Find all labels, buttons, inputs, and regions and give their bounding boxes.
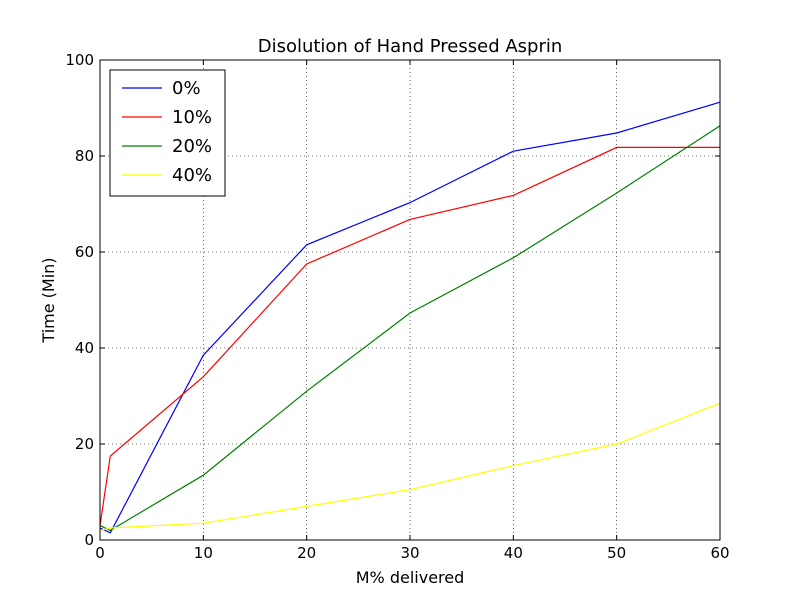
y-tick-label: 60 xyxy=(75,243,94,261)
x-tick-label: 40 xyxy=(504,544,523,562)
y-tick-label: 0 xyxy=(84,531,94,549)
series-line-40-pct xyxy=(99,402,721,531)
y-tick-label: 80 xyxy=(75,147,94,165)
y-tick-label: 40 xyxy=(75,339,94,357)
x-tick-label: 0 xyxy=(95,544,105,562)
axis-ticks: 0 10 20 30 40 50 60 0 20 40 60 80 100 xyxy=(65,51,729,562)
x-tick-label: 10 xyxy=(194,544,213,562)
y-tick-label: 100 xyxy=(65,51,94,69)
x-tick-label: 30 xyxy=(400,544,419,562)
legend: 0% 10% 20% 40% xyxy=(109,69,226,197)
legend-label: 10% xyxy=(172,107,212,128)
legend-label: 20% xyxy=(172,136,212,157)
series-line-10-pct xyxy=(99,146,720,526)
y-axis-label: Time (Min) xyxy=(39,257,58,343)
chart-title: Disolution of Hand Pressed Asprin xyxy=(258,36,563,57)
x-tick-label: 60 xyxy=(710,544,729,562)
x-axis-label: M% delivered xyxy=(356,568,465,587)
x-tick-label: 50 xyxy=(607,544,626,562)
series-line-20-pct xyxy=(99,125,721,532)
series-line-0-pct xyxy=(99,101,721,534)
x-tick-label: 20 xyxy=(297,544,316,562)
legend-label: 40% xyxy=(172,165,212,186)
y-tick-label: 20 xyxy=(75,435,94,453)
legend-label: 0% xyxy=(172,78,201,99)
series-lines xyxy=(99,101,721,534)
